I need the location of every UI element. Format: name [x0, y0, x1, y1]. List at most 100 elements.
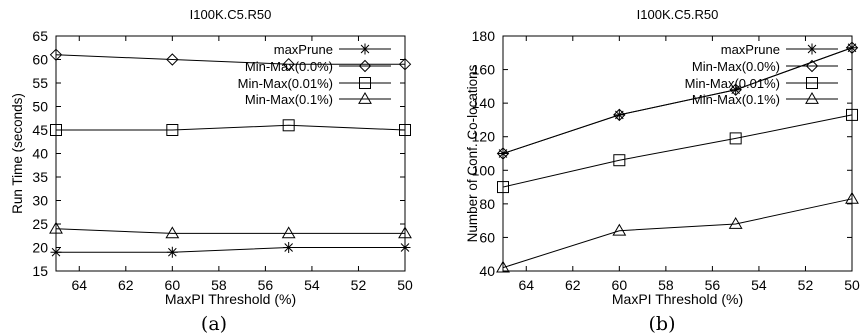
legend-label: Min-Max(0.0%) [692, 59, 780, 74]
legend-marker [805, 91, 819, 104]
chart-title: I100K.C5.R50 [190, 7, 272, 22]
data-point [49, 48, 63, 62]
y-tick-label: 40 [32, 146, 48, 162]
y-tick-label: 120 [472, 129, 496, 145]
x-tick-label: 60 [165, 277, 181, 293]
series-diamond [496, 41, 859, 160]
legend-label: Min-Max(0.1%) [692, 92, 780, 107]
x-axis-label: MaxPI Threshold (%) [165, 291, 296, 307]
y-tick-label: 45 [32, 122, 48, 138]
data-point [166, 246, 178, 258]
x-tick-label: 54 [751, 277, 767, 293]
series-star [50, 242, 411, 258]
chart-caption: (a) [201, 313, 227, 335]
legend-label: maxPrune [274, 42, 333, 57]
x-tick-label: 54 [304, 277, 320, 293]
series-square [50, 119, 411, 136]
data-point [612, 223, 627, 236]
legend-label: maxPrune [721, 42, 780, 57]
x-tick-label: 64 [71, 277, 87, 293]
y-tick-label: 50 [32, 99, 48, 115]
data-point [845, 41, 859, 54]
y-axis-label: Number of Conf. Co-locations [465, 64, 480, 242]
legend-marker [358, 59, 372, 73]
data-point [729, 83, 742, 96]
legend-marker [805, 59, 819, 73]
y-tick-label: 60 [32, 52, 48, 68]
data-point [282, 119, 295, 132]
data-point [166, 53, 179, 66]
data-point [49, 221, 63, 234]
legend: maxPrune Min-Max(0.0%) Min-Max(0.01%)Min-M… [685, 42, 838, 107]
series-line [502, 198, 853, 269]
chart-a: 15 20 25 30 35 40 45 50 55 60 65 64 62 60 58 56 54 52 50 I1… [10, 7, 413, 335]
x-tick-label: 56 [258, 277, 274, 293]
x-tick-label: 52 [798, 277, 814, 293]
legend-label: Min-Max(0.0%) [245, 59, 333, 74]
series-diamond [49, 48, 412, 71]
data-point [497, 181, 509, 194]
y-tick-label: 180 [472, 28, 496, 44]
legend-marker [806, 43, 818, 55]
y-tick-label: 25 [32, 216, 48, 232]
x-axis-label: MaxPI Threshold (%) [612, 291, 743, 307]
data-point [613, 154, 626, 167]
series-line [502, 47, 853, 154]
x-tick-label: 62 [565, 277, 581, 293]
y-tick-label: 40 [479, 263, 495, 279]
y-tick-label: 55 [32, 75, 48, 91]
series-line [55, 54, 405, 65]
data-point [281, 226, 296, 239]
data-point [846, 108, 858, 121]
data-point [728, 216, 743, 229]
series-line [502, 47, 853, 154]
legend-label: Min-Max(0.01%) [685, 76, 780, 91]
x-tick-label: 52 [351, 277, 367, 293]
x-tick-label: 50 [844, 277, 860, 293]
data-point [50, 124, 62, 136]
data-point [729, 132, 742, 145]
y-axis-label: Run Time (seconds) [10, 93, 25, 214]
data-point [50, 246, 62, 258]
y-tick-label: 80 [479, 196, 495, 212]
x-tick-label: 56 [705, 277, 721, 293]
data-point [399, 124, 411, 136]
data-point [398, 57, 412, 71]
y-tick-label: 35 [32, 169, 48, 185]
data-point [613, 108, 626, 122]
y-tick-label: 30 [32, 193, 48, 209]
y-tick-label: 140 [472, 95, 496, 111]
series-line [56, 124, 406, 131]
y-tick-label: 20 [32, 240, 48, 256]
data-point [166, 124, 179, 136]
legend-marker [359, 43, 371, 55]
series-square [497, 108, 858, 194]
data-point [845, 191, 859, 204]
y-tick-label: 65 [32, 28, 48, 44]
chart-title: I100K.C5.R50 [637, 7, 719, 22]
data-point [165, 226, 180, 239]
series-line [502, 114, 853, 188]
y-tick-label: 15 [32, 263, 48, 279]
chart-b: 40 60 80 100 120 140 160 180 64 62 60 58 56 54 52 50 I10… [465, 7, 860, 335]
series-triangle [49, 221, 412, 239]
legend: maxPrune Min-Max(0.0%) Min-Max(0.01%)Min-M… [238, 42, 391, 107]
plot-frame [55, 35, 406, 272]
legend-marker [358, 91, 372, 104]
legend-marker [806, 77, 818, 89]
plot-frame [502, 35, 853, 272]
series-triangle [496, 191, 859, 273]
legend-marker [359, 77, 371, 89]
data-point [282, 57, 295, 71]
legend-label: Min-Max(0.01%) [238, 76, 333, 91]
y-tick-label: 100 [472, 162, 496, 178]
x-tick-label: 58 [211, 277, 227, 293]
series-star [497, 42, 858, 159]
data-point [398, 226, 412, 239]
x-tick-label: 64 [518, 277, 534, 293]
legend-label: Min-Max(0.1%) [245, 92, 333, 107]
y-tick-label: 160 [472, 62, 496, 78]
x-tick-label: 60 [612, 277, 628, 293]
